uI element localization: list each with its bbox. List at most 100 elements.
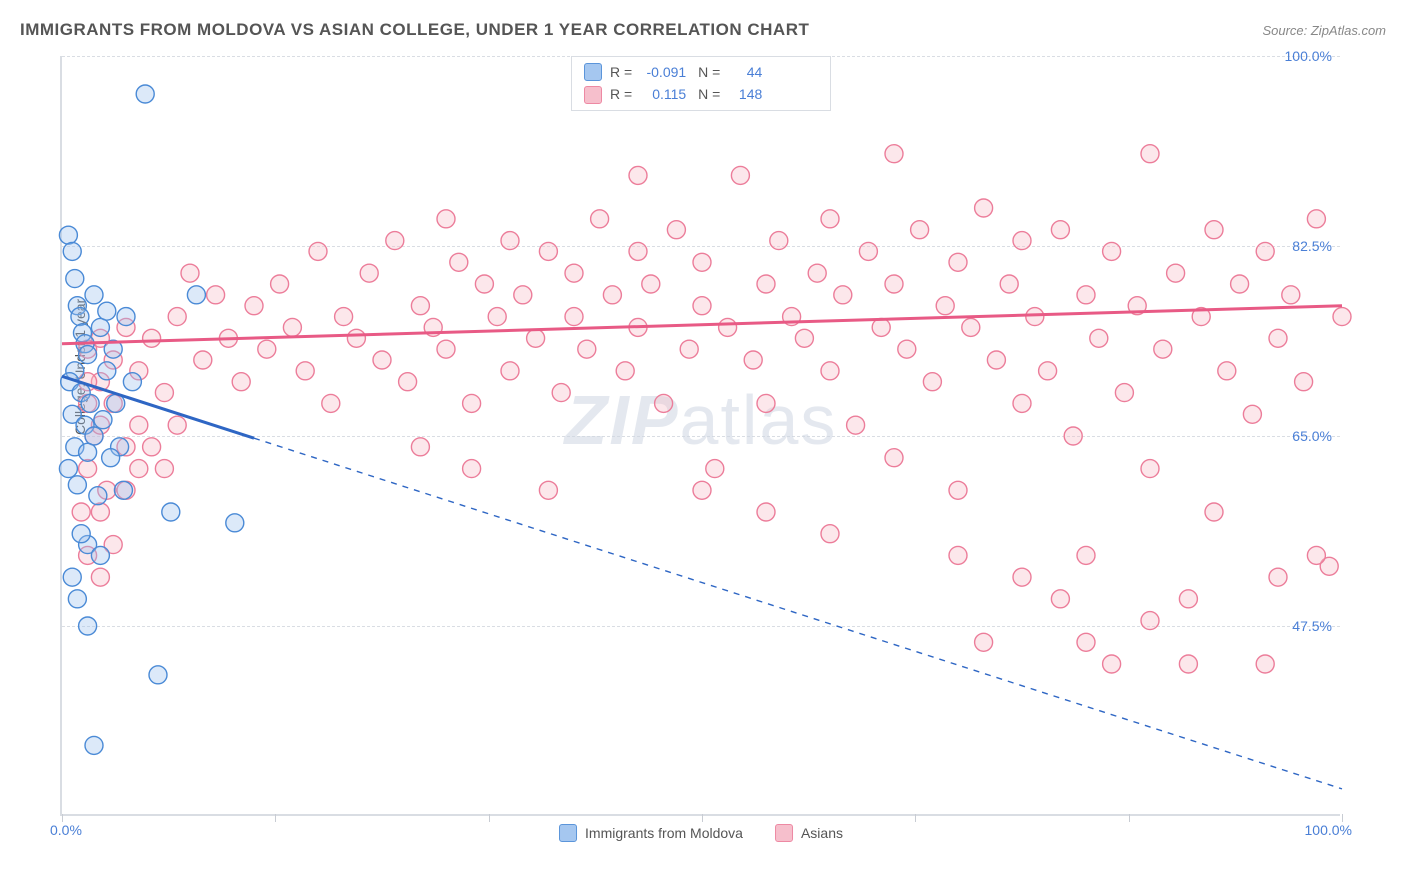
swatch-blue <box>559 824 577 842</box>
data-point <box>1141 145 1159 163</box>
swatch-pink <box>584 86 602 104</box>
corr-n-label: N = <box>694 83 720 105</box>
data-point <box>539 481 557 499</box>
corr-r-value-1: -0.091 <box>640 61 686 83</box>
data-point <box>1026 308 1044 326</box>
data-point <box>79 617 97 635</box>
corr-r-label: R = <box>610 61 632 83</box>
data-point <box>1051 221 1069 239</box>
data-point <box>987 351 1005 369</box>
xtick-mark <box>702 814 703 822</box>
data-point <box>168 416 186 434</box>
data-point <box>59 226 77 244</box>
data-point <box>98 302 116 320</box>
data-point <box>94 411 112 429</box>
data-point <box>271 275 289 293</box>
data-point <box>885 145 903 163</box>
data-point <box>71 308 89 326</box>
data-point <box>693 253 711 271</box>
data-point <box>1077 546 1095 564</box>
data-point <box>155 460 173 478</box>
data-point <box>411 438 429 456</box>
data-point <box>1154 340 1172 358</box>
data-point <box>603 286 621 304</box>
data-point <box>437 340 455 358</box>
data-point <box>91 503 109 521</box>
data-point <box>770 232 788 250</box>
data-point <box>872 318 890 336</box>
data-point <box>91 568 109 586</box>
data-point <box>1077 633 1095 651</box>
plot-area: College, Under 1 year ZIPatlas 47.5%65.0… <box>60 56 1340 816</box>
data-point <box>136 85 154 103</box>
data-point <box>347 329 365 347</box>
data-point <box>1231 275 1249 293</box>
data-point <box>1269 329 1287 347</box>
data-point <box>821 210 839 228</box>
data-point <box>149 666 167 684</box>
data-point <box>565 264 583 282</box>
data-point <box>1256 242 1274 260</box>
data-point <box>975 633 993 651</box>
data-point <box>1064 427 1082 445</box>
data-point <box>143 329 161 347</box>
data-point <box>1115 384 1133 402</box>
data-point <box>578 340 596 358</box>
data-point <box>488 308 506 326</box>
data-point <box>1013 568 1031 586</box>
data-point <box>975 199 993 217</box>
data-point <box>102 449 120 467</box>
data-point <box>757 394 775 412</box>
data-point <box>450 253 468 271</box>
data-point <box>360 264 378 282</box>
legend-item-moldova: Immigrants from Moldova <box>559 824 743 842</box>
xtick-mark <box>1342 814 1343 822</box>
data-point <box>539 242 557 260</box>
data-point <box>757 275 775 293</box>
data-point <box>1077 286 1095 304</box>
data-point <box>155 384 173 402</box>
data-point <box>187 286 205 304</box>
data-point <box>1000 275 1018 293</box>
data-point <box>63 242 81 260</box>
data-point <box>114 481 132 499</box>
data-point <box>1039 362 1057 380</box>
data-point <box>1090 329 1108 347</box>
series-legend: Immigrants from Moldova Asians <box>559 824 843 842</box>
data-point <box>1179 655 1197 673</box>
data-point <box>821 525 839 543</box>
data-point <box>1269 568 1287 586</box>
data-point <box>68 590 86 608</box>
data-point <box>91 546 109 564</box>
trend-line <box>254 438 1342 789</box>
data-point <box>898 340 916 358</box>
data-point <box>63 568 81 586</box>
data-point <box>911 221 929 239</box>
data-point <box>373 351 391 369</box>
data-point <box>667 221 685 239</box>
xtick-mark <box>1129 814 1130 822</box>
corr-row-2: R = 0.115 N = 148 <box>584 83 818 105</box>
data-point <box>834 286 852 304</box>
data-point <box>130 416 148 434</box>
data-point <box>1256 655 1274 673</box>
corr-n-value-1: 44 <box>728 61 762 83</box>
data-point <box>1218 362 1236 380</box>
data-point <box>66 270 84 288</box>
data-point <box>514 286 532 304</box>
data-point <box>1141 612 1159 630</box>
data-point <box>463 394 481 412</box>
data-point <box>1103 655 1121 673</box>
corr-row-1: R = -0.091 N = 44 <box>584 61 818 83</box>
data-point <box>283 318 301 336</box>
data-point <box>1051 590 1069 608</box>
data-point <box>885 275 903 293</box>
legend-item-asians: Asians <box>775 824 843 842</box>
data-point <box>1307 210 1325 228</box>
data-point <box>1205 221 1223 239</box>
xtick-mark <box>489 814 490 822</box>
data-point <box>226 514 244 532</box>
xtick-mark <box>275 814 276 822</box>
data-point <box>642 275 660 293</box>
data-point <box>1205 503 1223 521</box>
